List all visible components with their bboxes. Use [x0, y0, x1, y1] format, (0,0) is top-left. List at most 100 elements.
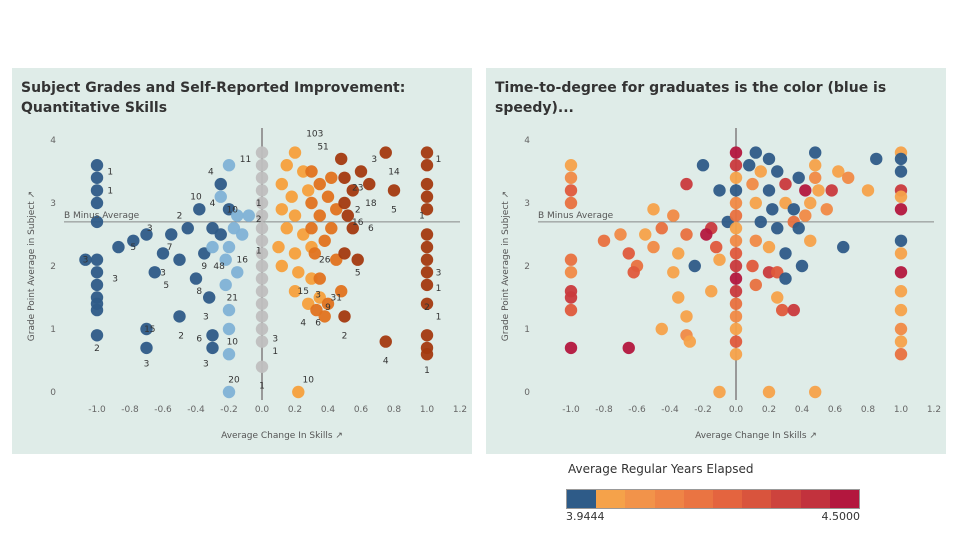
- point-count-label: 9: [325, 303, 331, 313]
- data-point: [743, 159, 756, 172]
- x-tick-label: 0.0: [255, 405, 270, 415]
- reference-line-label: B Minus Average: [538, 211, 614, 221]
- data-point: [140, 228, 153, 241]
- data-point: [420, 297, 434, 310]
- data-point: [804, 196, 817, 210]
- data-point: [729, 159, 743, 172]
- data-point: [729, 209, 743, 222]
- data-point: [647, 203, 660, 216]
- data-point: [79, 253, 92, 266]
- point-count-label: 3: [315, 290, 321, 300]
- data-point: [222, 348, 236, 361]
- x-tick-label: -0.4: [187, 405, 205, 415]
- data-point: [680, 310, 693, 323]
- data-point: [335, 152, 348, 166]
- point-count-label: 3: [203, 312, 209, 322]
- data-point: [729, 222, 743, 235]
- point-count-label: 103: [306, 130, 323, 140]
- data-point: [255, 209, 269, 222]
- data-point: [639, 228, 652, 241]
- data-point: [338, 171, 351, 184]
- point-count-label: 14: [388, 168, 400, 178]
- data-point: [292, 385, 305, 399]
- data-point: [90, 171, 104, 184]
- legend-swatch: [771, 490, 801, 508]
- data-point: [564, 253, 578, 266]
- data-point: [156, 247, 170, 260]
- data-point: [255, 184, 269, 197]
- x-tick-label: -0.4: [661, 405, 679, 415]
- data-point: [713, 184, 726, 197]
- data-point: [280, 159, 293, 172]
- data-point: [746, 259, 759, 273]
- y-tick-label: 3: [524, 199, 530, 209]
- data-point: [305, 222, 318, 235]
- data-point: [804, 234, 817, 247]
- data-point: [894, 190, 908, 203]
- data-point: [729, 247, 743, 260]
- data-point: [387, 184, 401, 197]
- point-count-label: 10: [227, 205, 239, 215]
- point-count-label: 1: [424, 366, 430, 376]
- point-count-label: 2: [355, 205, 361, 215]
- data-point: [379, 335, 392, 348]
- x-tick-label: -1.0: [88, 405, 106, 415]
- x-axis-label: Average Change In Skills ↗: [221, 431, 343, 441]
- data-point: [255, 335, 269, 348]
- data-point: [338, 247, 351, 260]
- data-point: [214, 190, 227, 203]
- point-count-label: 2: [342, 331, 348, 341]
- data-point: [564, 171, 578, 184]
- point-count-label: 18: [365, 199, 377, 209]
- data-point: [305, 165, 318, 178]
- data-point: [809, 159, 822, 172]
- data-point: [779, 177, 792, 191]
- data-point: [749, 234, 762, 247]
- data-point: [749, 278, 762, 292]
- legend-swatch: [829, 490, 860, 508]
- data-point: [420, 278, 434, 292]
- data-point: [363, 177, 376, 191]
- data-point: [90, 215, 104, 229]
- x-tick-label: -0.2: [220, 405, 238, 415]
- data-point: [90, 303, 104, 317]
- data-point: [729, 234, 743, 247]
- data-point: [729, 272, 743, 285]
- point-count-label: 6: [368, 224, 374, 234]
- data-point: [564, 303, 578, 317]
- data-point: [255, 234, 269, 247]
- point-count-label: 31: [331, 294, 342, 304]
- y-axis-label: Grade Point Average in Subject ↗: [27, 191, 37, 341]
- x-tick-label: -0.6: [154, 405, 172, 415]
- legend-swatch: [567, 490, 597, 508]
- x-tick-label: 0.0: [729, 405, 744, 415]
- data-point: [206, 329, 219, 342]
- point-count-label: 6: [196, 334, 202, 344]
- data-point: [655, 322, 668, 336]
- data-point: [181, 222, 194, 235]
- data-point: [713, 253, 726, 266]
- legend-swatch: [742, 490, 772, 508]
- data-point: [564, 291, 578, 304]
- x-tick-label: 1.2: [927, 405, 941, 415]
- data-point: [242, 209, 255, 222]
- data-point: [420, 177, 434, 191]
- data-point: [420, 253, 434, 266]
- data-point: [255, 310, 269, 323]
- data-point: [222, 385, 236, 399]
- data-point: [288, 146, 302, 159]
- point-count-label: 1: [256, 246, 262, 256]
- y-tick-label: 1: [50, 325, 56, 335]
- point-count-label: 5: [355, 268, 361, 278]
- data-point: [564, 341, 578, 355]
- data-point: [214, 228, 227, 241]
- data-point: [825, 184, 838, 197]
- data-point: [787, 303, 800, 317]
- point-count-label: 15: [144, 325, 155, 335]
- data-point: [231, 209, 244, 222]
- legend-swatch: [625, 490, 655, 508]
- x-tick-label: -0.2: [694, 405, 712, 415]
- data-point: [255, 171, 269, 184]
- data-point: [351, 253, 364, 266]
- point-count-label: 10: [190, 193, 202, 203]
